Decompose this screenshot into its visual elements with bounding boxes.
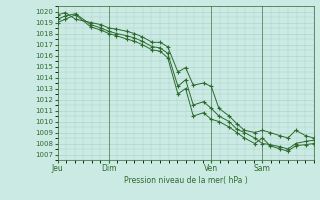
X-axis label: Pression niveau de la mer( hPa ): Pression niveau de la mer( hPa ) bbox=[124, 176, 247, 185]
